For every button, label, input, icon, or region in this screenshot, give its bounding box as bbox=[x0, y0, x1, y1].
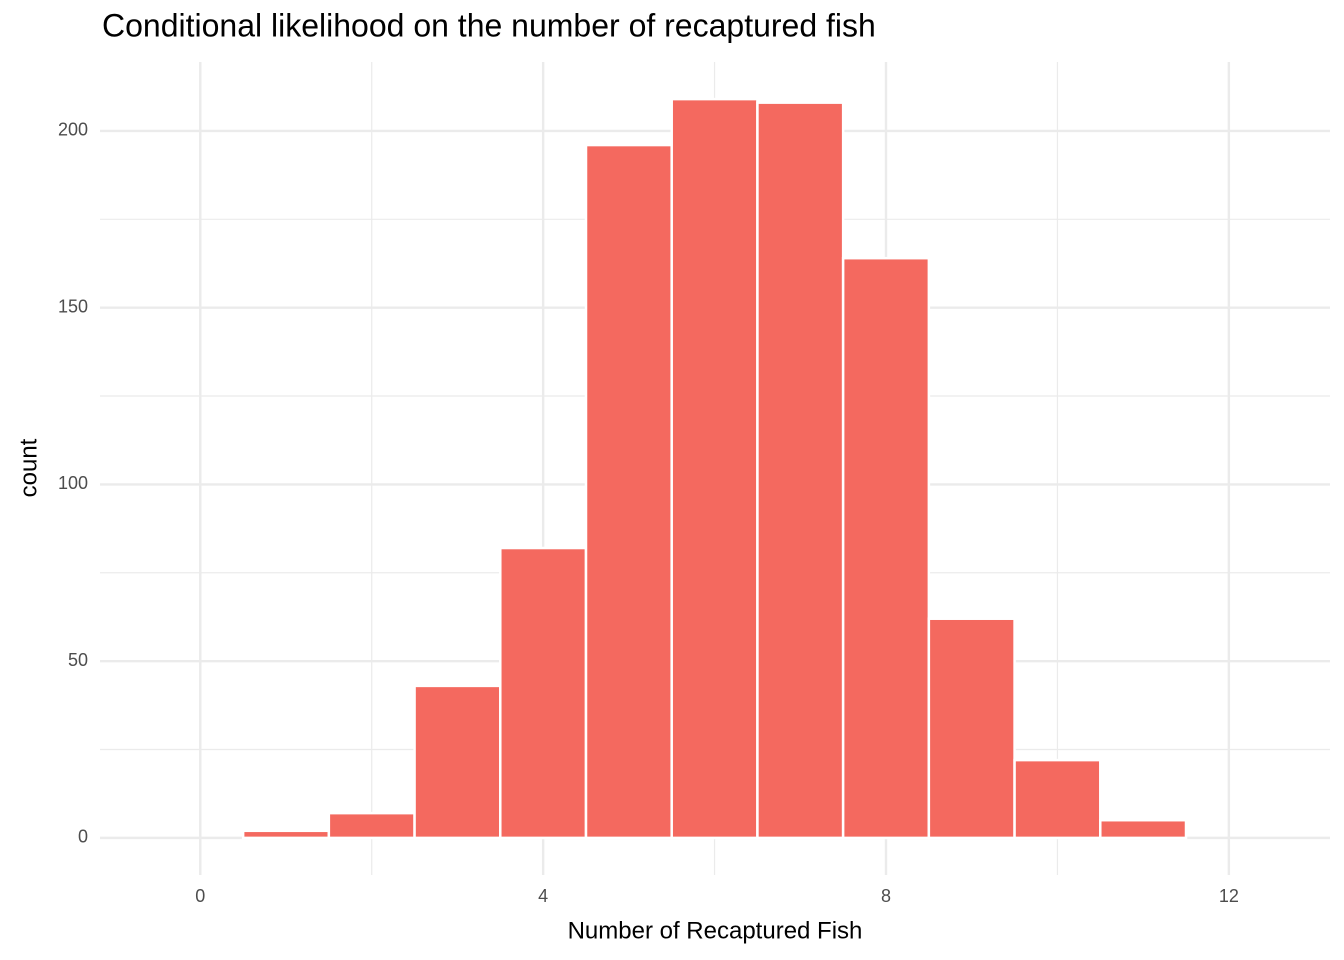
y-tick-label: 100 bbox=[58, 473, 88, 493]
bar bbox=[1099, 818, 1188, 840]
y-tick-label: 150 bbox=[58, 296, 88, 316]
bars bbox=[241, 97, 1188, 840]
bar bbox=[927, 617, 1016, 840]
x-axis-title: Number of Recaptured Fish bbox=[568, 917, 863, 944]
bar bbox=[327, 811, 416, 840]
x-tick-label: 4 bbox=[538, 886, 548, 906]
y-tick-label: 50 bbox=[68, 650, 88, 670]
x-tick-label: 8 bbox=[881, 886, 891, 906]
chart-title: Conditional likelihood on the number of … bbox=[102, 7, 876, 43]
bar bbox=[756, 101, 845, 840]
bar bbox=[1013, 758, 1102, 840]
x-tick-label: 0 bbox=[195, 886, 205, 906]
x-tick-label: 12 bbox=[1219, 886, 1239, 906]
y-axis-title: count bbox=[15, 438, 42, 497]
y-tick-label: 0 bbox=[78, 827, 88, 847]
bar bbox=[841, 256, 931, 840]
bar bbox=[584, 143, 673, 840]
bar bbox=[670, 97, 759, 840]
bar bbox=[413, 684, 502, 840]
bar bbox=[499, 546, 588, 840]
y-tick-label: 200 bbox=[58, 120, 88, 140]
bar bbox=[241, 829, 331, 840]
